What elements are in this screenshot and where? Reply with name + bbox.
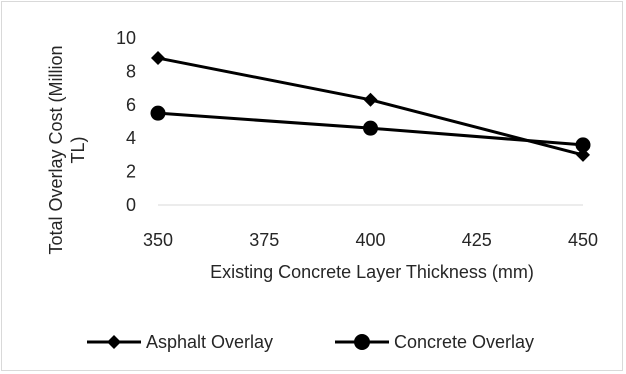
legend-label-asphalt-overlay: Asphalt Overlay [146, 332, 273, 352]
y-axis-ticks: 0 2 4 6 8 10 [116, 28, 136, 215]
data-point-asphalt-overlay [151, 51, 165, 66]
y-tick-label: 2 [126, 162, 136, 182]
y-tick-label: 6 [126, 95, 136, 115]
y-axis-title: Total Overlay Cost (Million TL) [46, 45, 88, 254]
series-asphalt-overlay [151, 51, 590, 162]
legend-label-concrete-overlay: Concrete Overlay [394, 332, 534, 352]
y-tick-label: 0 [126, 195, 136, 215]
circle-marker-icon [354, 334, 370, 350]
legend-item-asphalt-overlay: Asphalt Overlay [87, 332, 273, 352]
x-tick-label: 425 [462, 230, 492, 250]
x-axis-title: Existing Concrete Layer Thickness (mm) [210, 262, 534, 282]
y-tick-label: 8 [126, 61, 136, 81]
legend-item-concrete-overlay: Concrete Overlay [335, 332, 534, 352]
x-axis-ticks: 350 375 400 425 450 [143, 230, 598, 250]
diamond-marker-icon [107, 335, 121, 349]
series-layer [150, 51, 591, 162]
y-axis-title-line-2: TL) [68, 137, 88, 164]
data-point-asphalt-overlay [363, 92, 378, 107]
x-tick-label: 450 [568, 230, 598, 250]
y-tick-label: 10 [116, 28, 136, 48]
legend: Asphalt Overlay Concrete Overlay [87, 332, 534, 352]
data-point-concrete-overlay [363, 120, 378, 136]
data-point-concrete-overlay [575, 137, 591, 153]
y-tick-label: 4 [126, 128, 136, 148]
x-tick-label: 350 [143, 230, 173, 250]
x-tick-label: 400 [355, 230, 385, 250]
data-point-concrete-overlay [150, 105, 166, 121]
y-axis-title-line-1: Total Overlay Cost (Million [46, 45, 66, 254]
series-concrete-overlay [150, 105, 591, 153]
x-tick-label: 375 [249, 230, 279, 250]
